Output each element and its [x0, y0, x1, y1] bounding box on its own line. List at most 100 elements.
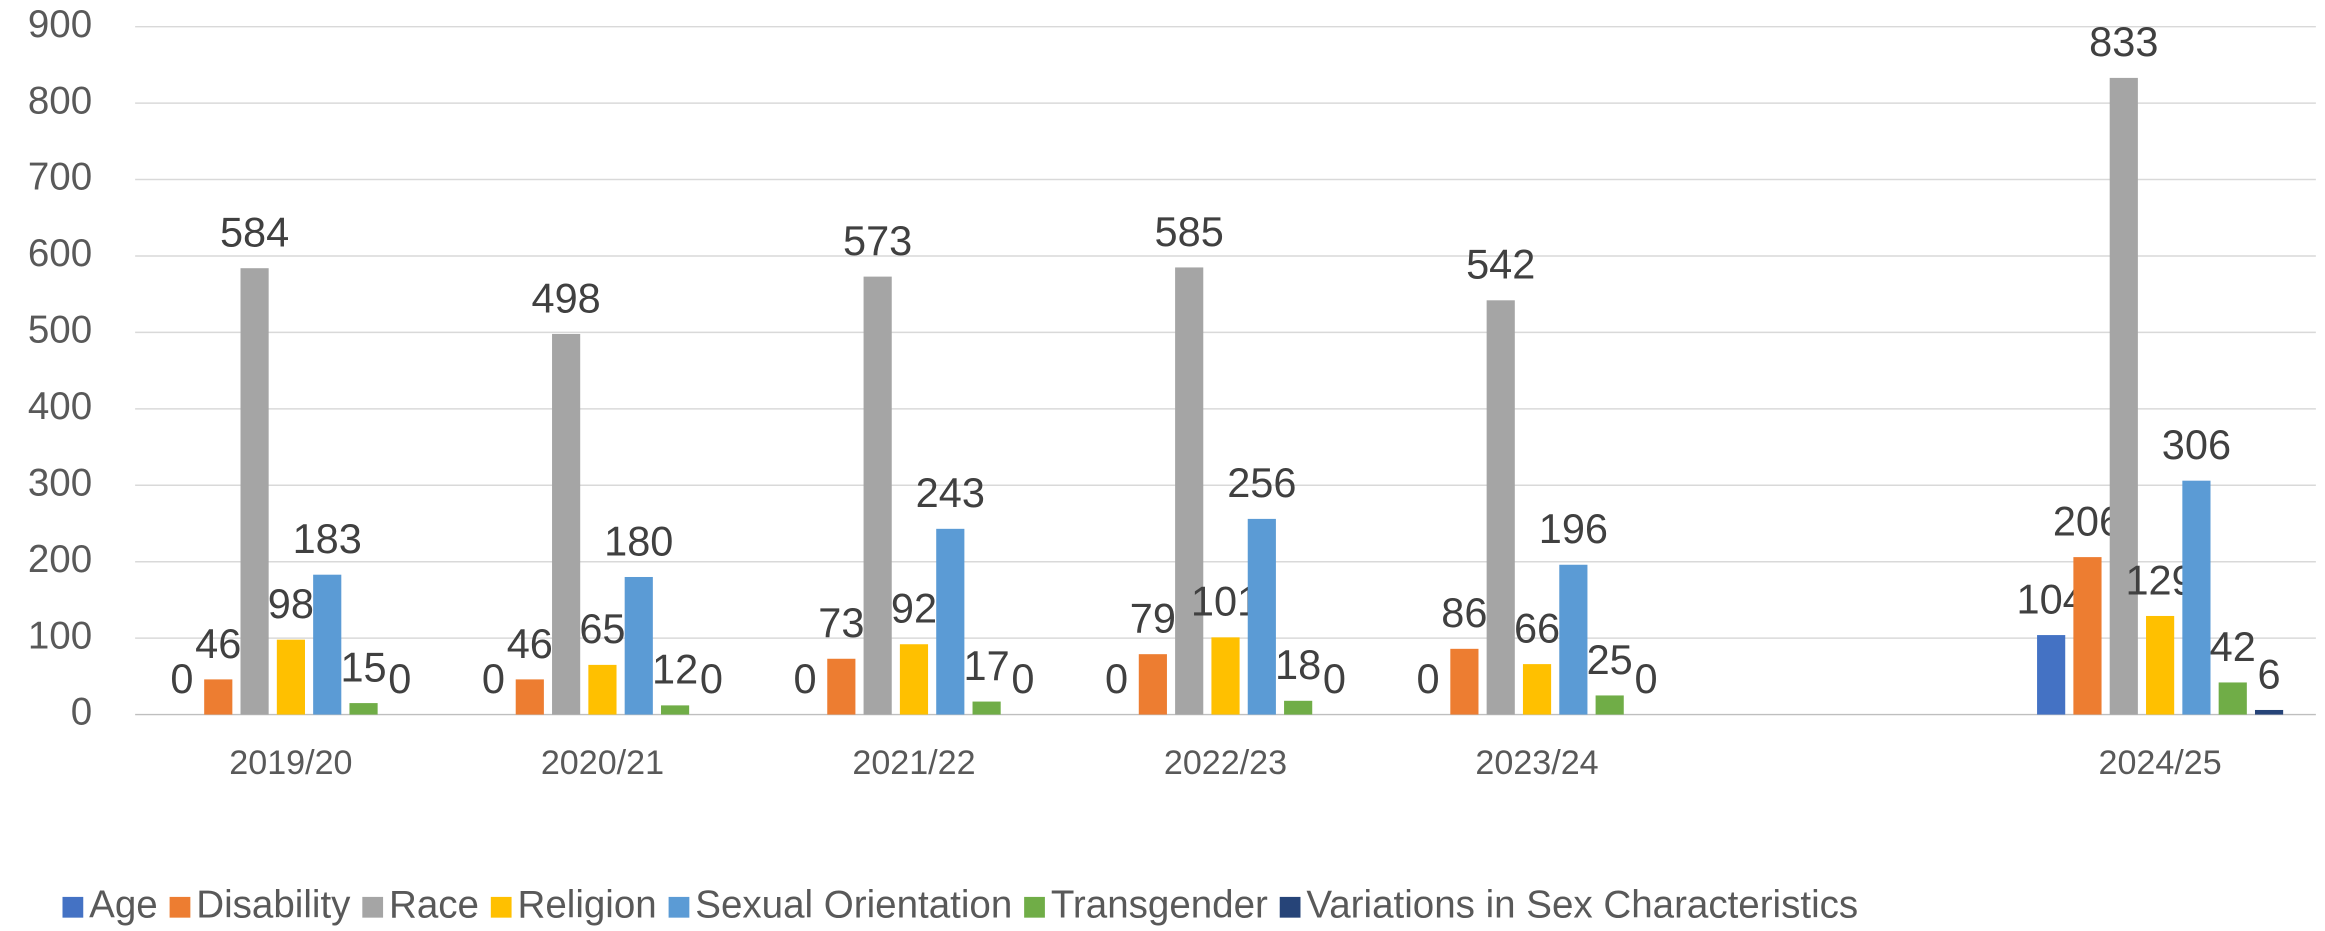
legend-swatch: [62, 896, 84, 918]
data-label: 0: [1323, 655, 1346, 702]
bar: [1211, 637, 1240, 715]
bar: [624, 576, 653, 715]
data-label: 18: [1275, 641, 1321, 688]
data-label: 42: [2210, 623, 2256, 670]
bar: [2146, 615, 2175, 715]
data-label: 180: [604, 517, 673, 564]
data-label: 542: [1466, 241, 1535, 288]
bar: [276, 639, 305, 715]
x-tick-label: 2019/20: [229, 744, 352, 782]
legend-label: Sexual Orientation: [695, 883, 1012, 926]
data-label: 46: [507, 620, 553, 667]
bar: [1595, 695, 1624, 715]
data-label: 0: [1417, 655, 1440, 702]
data-label: 585: [1155, 208, 1224, 255]
data-label: 0: [170, 655, 193, 702]
data-label: 0: [793, 655, 816, 702]
bar: [2182, 480, 2211, 715]
bar: [827, 658, 856, 715]
data-label: 584: [220, 209, 289, 256]
y-tick-label: 500: [28, 309, 92, 352]
bar: [1450, 648, 1479, 715]
legend-label: Religion: [518, 883, 657, 926]
x-tick-label: 2024/25: [2099, 744, 2222, 782]
data-label: 0: [1634, 655, 1657, 702]
bar: [1486, 300, 1515, 715]
data-label: 0: [700, 655, 723, 702]
bar: [1247, 518, 1276, 715]
data-label: 98: [268, 580, 314, 627]
y-tick-label: 400: [28, 385, 92, 428]
legend-swatch: [1024, 896, 1045, 918]
bar: [2037, 635, 2066, 715]
data-label: 0: [1011, 655, 1034, 702]
x-tick-label: 2021/22: [852, 744, 975, 782]
data-label: 65: [579, 605, 625, 652]
data-label: 66: [1514, 604, 1560, 651]
legend-swatch: [362, 896, 384, 918]
data-label: 79: [1130, 595, 1176, 642]
data-label: 0: [482, 655, 505, 702]
legend-swatch: [1279, 896, 1301, 918]
legend-swatch: [169, 896, 191, 918]
bar: [204, 679, 233, 715]
y-tick-label: 700: [28, 156, 92, 199]
data-label: 0: [388, 655, 411, 702]
bar: [936, 528, 965, 715]
bar: [863, 276, 892, 715]
y-tick-label: 100: [28, 614, 92, 657]
x-tick-label: 2020/21: [541, 744, 664, 782]
data-label: 306: [2162, 421, 2231, 468]
y-tick-label: 0: [71, 691, 92, 734]
y-tick-label: 900: [28, 3, 92, 46]
legend-label: Age: [89, 883, 158, 926]
bar: [1175, 267, 1204, 715]
data-label: 86: [1441, 589, 1487, 636]
x-tick-label: 2023/24: [1475, 744, 1598, 782]
data-label: 183: [293, 515, 362, 562]
data-label: 15: [340, 643, 386, 690]
data-label: 833: [2089, 18, 2158, 65]
bar: [2109, 77, 2138, 715]
legend-label: Race: [389, 883, 479, 926]
bar: [1522, 664, 1552, 715]
legend-label: Transgender: [1051, 883, 1268, 926]
data-label: 25: [1587, 636, 1633, 683]
data-label: 573: [843, 217, 912, 264]
data-label: 498: [531, 274, 600, 321]
bar: [349, 703, 378, 715]
bar: [313, 574, 342, 715]
x-tick-label: 2022/23: [1164, 744, 1287, 782]
y-tick-label: 800: [28, 79, 92, 122]
data-label: 17: [964, 642, 1010, 689]
data-label: 73: [818, 599, 864, 646]
bar: [240, 268, 269, 715]
data-label: 92: [891, 585, 937, 632]
legend-label: Disability: [196, 883, 351, 926]
legend-swatch: [668, 896, 690, 918]
data-label: 196: [1539, 505, 1608, 552]
bar: [2254, 709, 2284, 715]
bar: [1138, 654, 1167, 715]
data-label: 46: [195, 620, 241, 667]
data-label: 256: [1227, 459, 1296, 506]
y-tick-label: 200: [28, 538, 92, 581]
y-tick-label: 300: [28, 461, 92, 504]
bar: [588, 664, 617, 715]
bar: [1559, 564, 1588, 715]
data-label: 243: [916, 469, 985, 516]
data-label: 0: [1105, 655, 1128, 702]
bar: [515, 679, 544, 715]
bar: [660, 705, 690, 715]
bar: [552, 333, 581, 715]
bar: [972, 701, 1001, 715]
legend-swatch: [490, 896, 512, 918]
legend-label: Variations in Sex Characteristics: [1306, 883, 1858, 926]
data-label: 6: [2258, 650, 2281, 697]
bar: [1284, 700, 1313, 715]
data-label: 12: [652, 646, 698, 693]
bar: [899, 644, 929, 715]
bar: [2218, 682, 2247, 715]
y-tick-label: 600: [28, 232, 92, 275]
